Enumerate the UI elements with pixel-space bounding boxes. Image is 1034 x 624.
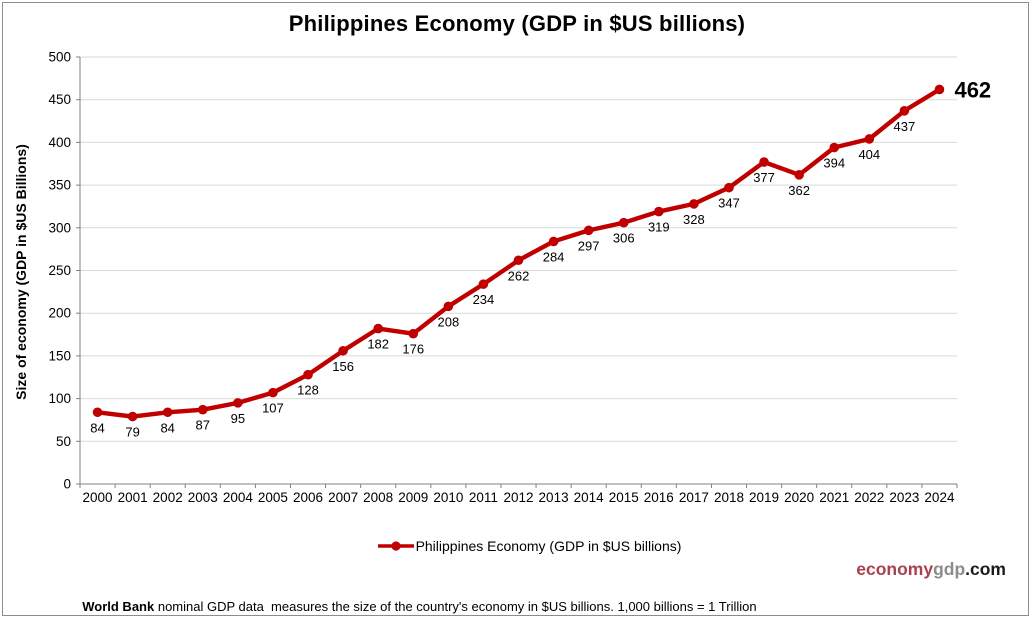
svg-text:297: 297 [578,238,600,253]
svg-text:450: 450 [48,92,71,107]
svg-text:2016: 2016 [644,490,674,505]
svg-text:2001: 2001 [118,490,148,505]
chart-title: Philippines Economy (GDP in $US billions… [288,11,746,36]
chart-window-frame [2,2,1029,616]
last-value-label: 462 [954,77,991,102]
svg-text:404: 404 [858,147,880,162]
svg-text:2004: 2004 [223,490,254,505]
legend: Philippines Economy (GDP in $US billions… [0,538,1034,554]
svg-text:234: 234 [473,292,495,307]
svg-text:328: 328 [683,212,705,227]
svg-text:2013: 2013 [539,490,569,505]
svg-text:262: 262 [508,268,530,283]
svg-text:394: 394 [823,156,845,171]
svg-text:2008: 2008 [363,490,393,505]
svg-text:2024: 2024 [924,490,955,505]
svg-text:176: 176 [402,342,424,357]
svg-text:0: 0 [63,477,71,492]
svg-text:2007: 2007 [328,490,358,505]
svg-text:306: 306 [613,231,635,246]
svg-text:362: 362 [788,183,810,198]
svg-text:2020: 2020 [784,490,814,505]
x-axis-ticks [79,484,958,488]
svg-text:208: 208 [437,314,459,329]
source-note: World Bank nominal GDP data measures the… [75,584,757,614]
watermark-dotcom: .com [965,559,1006,579]
svg-text:79: 79 [125,425,139,440]
svg-text:319: 319 [648,220,670,235]
legend-line-marker-icon [377,541,414,551]
svg-text:284: 284 [543,249,565,264]
y-axis-ticks [76,56,80,485]
svg-text:2018: 2018 [714,490,744,505]
svg-text:400: 400 [48,135,71,150]
svg-text:150: 150 [48,348,71,363]
svg-text:2012: 2012 [503,490,533,505]
svg-text:2019: 2019 [749,490,779,505]
gdp-line-series [95,87,942,419]
svg-text:87: 87 [196,418,210,433]
watermark-logo: economygdp.com [856,559,1006,580]
legend-label: Philippines Economy (GDP in $US billions… [415,538,682,554]
svg-text:200: 200 [48,306,71,321]
svg-text:156: 156 [332,359,354,374]
data-labels: 84 79 84 87 95 107 128 156 182 176 208 234 262 284 297… [90,77,991,439]
svg-text:84: 84 [160,420,174,435]
svg-text:2010: 2010 [433,490,463,505]
y-gridlines [80,56,957,442]
svg-text:182: 182 [367,337,389,352]
svg-text:2023: 2023 [889,490,919,505]
watermark-gdp: gdp [933,559,966,579]
svg-text:100: 100 [48,391,71,406]
svg-text:2000: 2000 [83,490,113,505]
svg-text:2009: 2009 [398,490,428,505]
svg-text:300: 300 [48,220,71,235]
svg-text:2022: 2022 [854,490,884,505]
svg-text:250: 250 [48,263,71,278]
svg-text:2005: 2005 [258,490,288,505]
data-point-markers [92,84,945,422]
watermark-economy: economy [856,559,934,579]
source-note-bold: World Bank [82,599,155,614]
svg-text:347: 347 [718,196,740,211]
svg-text:2002: 2002 [153,490,183,505]
svg-text:84: 84 [90,420,104,435]
svg-text:50: 50 [56,434,71,449]
y-axis-labels: 0 50 100 150 200 250 300 350 400 450 500 [48,50,71,492]
svg-text:2003: 2003 [188,490,218,505]
svg-text:2014: 2014 [574,490,605,505]
svg-text:2017: 2017 [679,490,709,505]
axes [79,57,957,485]
svg-text:2006: 2006 [293,490,323,505]
svg-text:128: 128 [297,383,319,398]
svg-text:2011: 2011 [469,490,498,505]
svg-text:2021: 2021 [819,490,849,505]
svg-text:437: 437 [894,119,916,134]
source-note-text: nominal GDP data measures the size of th… [154,599,757,614]
svg-text:500: 500 [48,50,71,65]
x-axis-labels: 2000 2001 2002 2003 2004 2005 2006 2007 2008 2009… [83,490,955,505]
svg-text:2015: 2015 [609,490,639,505]
svg-text:350: 350 [48,178,71,193]
svg-text:107: 107 [262,401,284,416]
svg-text:377: 377 [753,170,775,185]
svg-text:95: 95 [231,411,245,426]
